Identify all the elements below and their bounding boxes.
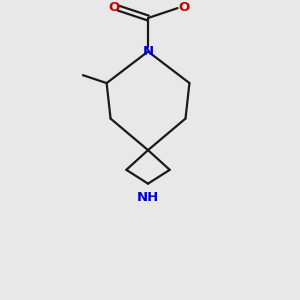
Text: O: O [108, 1, 119, 13]
Text: N: N [142, 45, 154, 58]
Text: O: O [178, 1, 189, 13]
Text: NH: NH [137, 191, 159, 204]
